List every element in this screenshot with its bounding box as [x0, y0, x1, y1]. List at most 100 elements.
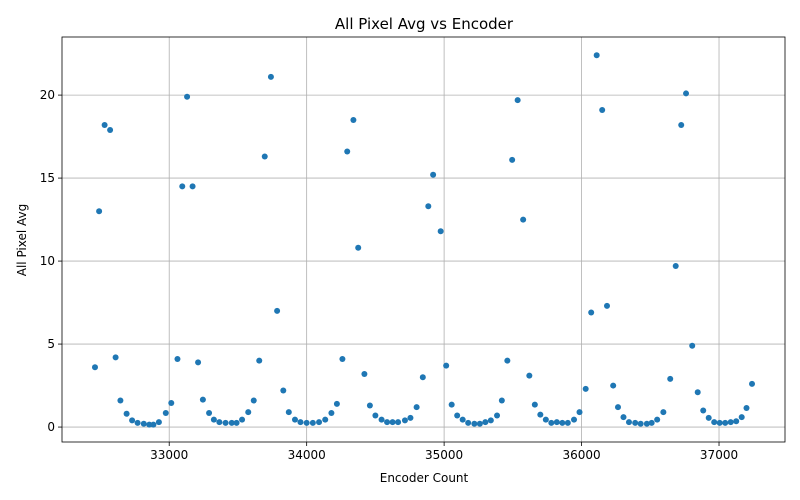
data-point	[233, 419, 240, 426]
data-point	[184, 93, 191, 100]
data-point	[733, 418, 740, 425]
data-point	[430, 171, 437, 178]
data-point	[625, 419, 632, 426]
data-point	[179, 183, 186, 190]
data-point	[174, 356, 181, 363]
data-point	[599, 107, 606, 114]
data-point	[425, 203, 432, 210]
data-point	[632, 419, 639, 426]
data-point	[504, 357, 511, 364]
data-point	[610, 382, 617, 389]
data-point	[189, 183, 196, 190]
data-point	[749, 380, 756, 387]
data-point	[548, 419, 555, 426]
data-point	[443, 362, 450, 369]
data-point	[101, 121, 108, 128]
data-points	[91, 52, 756, 428]
data-point	[361, 370, 368, 377]
data-point	[245, 409, 252, 416]
data-point	[520, 216, 527, 223]
data-point	[459, 416, 466, 423]
y-tick-label: 10	[40, 254, 55, 268]
data-point	[378, 416, 385, 423]
data-point	[711, 419, 718, 426]
data-point	[195, 359, 202, 366]
data-point	[531, 401, 538, 408]
data-point	[309, 419, 316, 426]
data-point	[96, 208, 103, 215]
data-point	[498, 397, 505, 404]
data-point	[413, 404, 420, 411]
data-point	[384, 419, 391, 426]
data-point	[637, 420, 644, 427]
data-point	[112, 354, 119, 361]
x-tick-label: 35000	[425, 448, 463, 462]
data-point	[168, 399, 175, 406]
plot-frame	[61, 36, 786, 443]
x-axis-label: Encoder Count	[380, 471, 469, 485]
data-point	[146, 421, 153, 428]
data-point	[222, 419, 229, 426]
data-point	[448, 401, 455, 408]
data-point	[705, 414, 712, 421]
data-point	[401, 417, 408, 424]
data-point	[571, 416, 578, 423]
data-point	[366, 402, 373, 409]
y-tick-label: 20	[40, 88, 55, 102]
data-point	[256, 357, 263, 364]
data-point	[162, 409, 169, 416]
x-tick-label: 34000	[288, 448, 326, 462]
data-point	[542, 416, 549, 423]
data-point	[716, 419, 723, 426]
y-tick-label: 15	[40, 171, 55, 185]
chart-title: All Pixel Avg vs Encoder	[335, 15, 514, 33]
data-point	[689, 342, 696, 349]
data-point	[134, 419, 141, 426]
data-point	[140, 420, 147, 427]
y-axis-ticks: 0 5 10 15 20	[40, 88, 62, 434]
data-point	[694, 389, 701, 396]
data-point	[465, 419, 472, 426]
data-point	[291, 416, 298, 423]
x-tick-label: 37000	[700, 448, 738, 462]
data-point	[210, 416, 217, 423]
data-point	[228, 419, 235, 426]
data-point	[206, 409, 213, 416]
data-point	[123, 410, 130, 417]
data-point	[328, 409, 335, 416]
y-tick-label: 0	[47, 420, 55, 434]
data-point	[150, 421, 157, 428]
data-point	[588, 309, 595, 316]
data-point	[648, 419, 655, 426]
data-point	[654, 416, 661, 423]
grid-lines	[62, 37, 785, 442]
data-point	[722, 419, 729, 426]
data-point	[280, 387, 287, 394]
data-point	[407, 414, 414, 421]
x-tick-label: 36000	[562, 448, 600, 462]
data-point	[350, 116, 357, 123]
data-point	[355, 244, 362, 251]
data-point	[372, 412, 379, 419]
data-point	[261, 153, 268, 160]
data-point	[683, 90, 690, 97]
data-point	[672, 263, 679, 270]
data-point	[620, 414, 627, 421]
data-point	[603, 302, 610, 309]
data-point	[129, 417, 136, 424]
data-point	[487, 417, 494, 424]
data-point	[700, 407, 707, 414]
y-axis-label: All Pixel Avg	[15, 204, 29, 277]
data-point	[322, 416, 329, 423]
data-point	[526, 372, 533, 379]
data-point	[476, 420, 483, 427]
data-point	[267, 73, 274, 80]
data-point	[537, 411, 544, 418]
data-point	[91, 364, 98, 371]
data-point	[389, 419, 396, 426]
data-point	[250, 397, 257, 404]
x-tick-label: 33000	[150, 448, 188, 462]
data-point	[494, 412, 501, 419]
data-point	[419, 374, 426, 381]
